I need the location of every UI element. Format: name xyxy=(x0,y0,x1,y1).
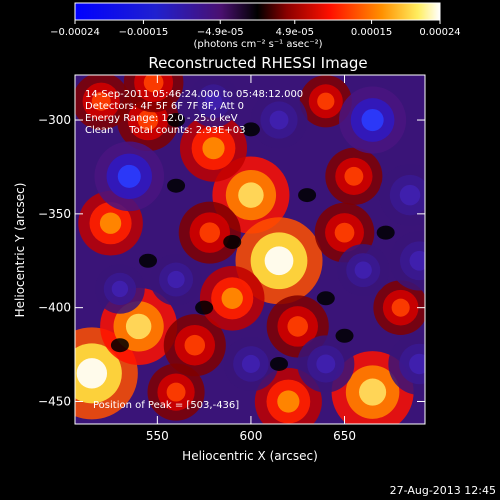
y-axis-label: Heliocentric Y (arcsec) xyxy=(13,183,27,318)
annotation-energy-range: Energy Range: 12.0 - 25.0 keV xyxy=(85,113,238,124)
heatmap-blob xyxy=(339,86,407,154)
heatmap-blob xyxy=(373,280,425,335)
colorbar-tick-label: −0.00015 xyxy=(119,27,169,38)
heatmap-blob xyxy=(187,75,240,128)
colorbar-tick-label: 0.00024 xyxy=(419,27,460,38)
heatmap-dark-region xyxy=(167,113,186,128)
y-tick-label: −400 xyxy=(38,301,71,315)
heatmap-blob xyxy=(223,336,279,392)
colorbar-ticks: −0.00024 −0.00015 −4.9e-05 4.9e-05 0.00015 0.… xyxy=(50,20,461,38)
heatmap-dark-region xyxy=(223,234,242,249)
x-tick-label: 550 xyxy=(146,429,169,443)
heatmap-dark-region xyxy=(298,188,317,203)
heatmap-dark-region xyxy=(167,178,186,193)
heatmap-blob xyxy=(123,75,184,113)
heatmap-dark-region xyxy=(138,253,157,268)
x-axis-label: Heliocentric X (arcsec) xyxy=(182,449,318,463)
colorbar-tick-label: −4.9e-05 xyxy=(197,27,244,38)
heatmap-image xyxy=(75,75,425,424)
heatmap-blob xyxy=(94,141,165,212)
y-tick-label: −300 xyxy=(38,113,71,127)
colorbar-tick-label: 4.9e-05 xyxy=(276,27,314,38)
heatmap-blob xyxy=(388,332,425,395)
heatmap-blob xyxy=(199,265,265,331)
peak-position-label: Position of Peak = [503,-436] xyxy=(93,400,239,411)
y-axis-ticks: −300 −350 −400 −450 xyxy=(38,113,425,408)
heatmap-blob xyxy=(147,363,205,421)
heatmap-blob xyxy=(250,91,308,149)
heatmap-blob xyxy=(95,264,145,314)
heatmap-blob xyxy=(75,75,130,130)
x-tick-label: 600 xyxy=(239,429,262,443)
heatmap-dark-region xyxy=(195,300,214,315)
heatmap-blob xyxy=(389,230,425,291)
colorbar-tick-label: 0.00015 xyxy=(351,27,392,38)
x-axis-ticks: 550 600 650 xyxy=(146,75,356,443)
colorbar-unit-label: (photons cm⁻² s⁻¹ asec⁻²) xyxy=(193,39,322,50)
colorbar-tick-label: −0.00024 xyxy=(50,27,100,38)
colorbar xyxy=(74,2,441,21)
heatmap-blob xyxy=(297,335,355,393)
chart-title: Reconstructed RHESSI Image xyxy=(148,54,367,72)
heatmap-blob xyxy=(325,147,383,205)
y-tick-label: −350 xyxy=(38,207,71,221)
heatmap-dark-region xyxy=(110,338,129,353)
heatmap-blob xyxy=(179,114,248,182)
annotation-time-range: 14-Sep-2011 05:46:24.000 to 05:48:12.000 xyxy=(85,89,303,100)
heatmap-dark-region xyxy=(270,356,289,371)
heatmap-dark-region xyxy=(241,122,260,137)
heatmap-blob xyxy=(163,314,226,377)
heatmap-blob xyxy=(378,164,425,227)
heatmap-blob xyxy=(299,75,352,128)
plot-frame xyxy=(74,74,426,425)
heatmap-dark-region xyxy=(376,225,395,240)
annotation-detectors: Detectors: 4F 5F 6F 7F 8F, Att 0 xyxy=(85,101,244,112)
heatmap-dark-region xyxy=(335,328,354,343)
heatmap-dark-region xyxy=(316,291,335,306)
footer-timestamp: 27-Aug-2013 12:45 xyxy=(390,484,496,497)
heatmap-blob xyxy=(337,244,390,297)
heatmap-blob xyxy=(150,253,203,306)
x-tick-label: 650 xyxy=(333,429,356,443)
annotation-total-counts: Clean Total counts: 2.93E+03 xyxy=(85,125,245,136)
y-tick-label: −450 xyxy=(38,394,71,408)
heatmap-blob xyxy=(178,201,241,264)
